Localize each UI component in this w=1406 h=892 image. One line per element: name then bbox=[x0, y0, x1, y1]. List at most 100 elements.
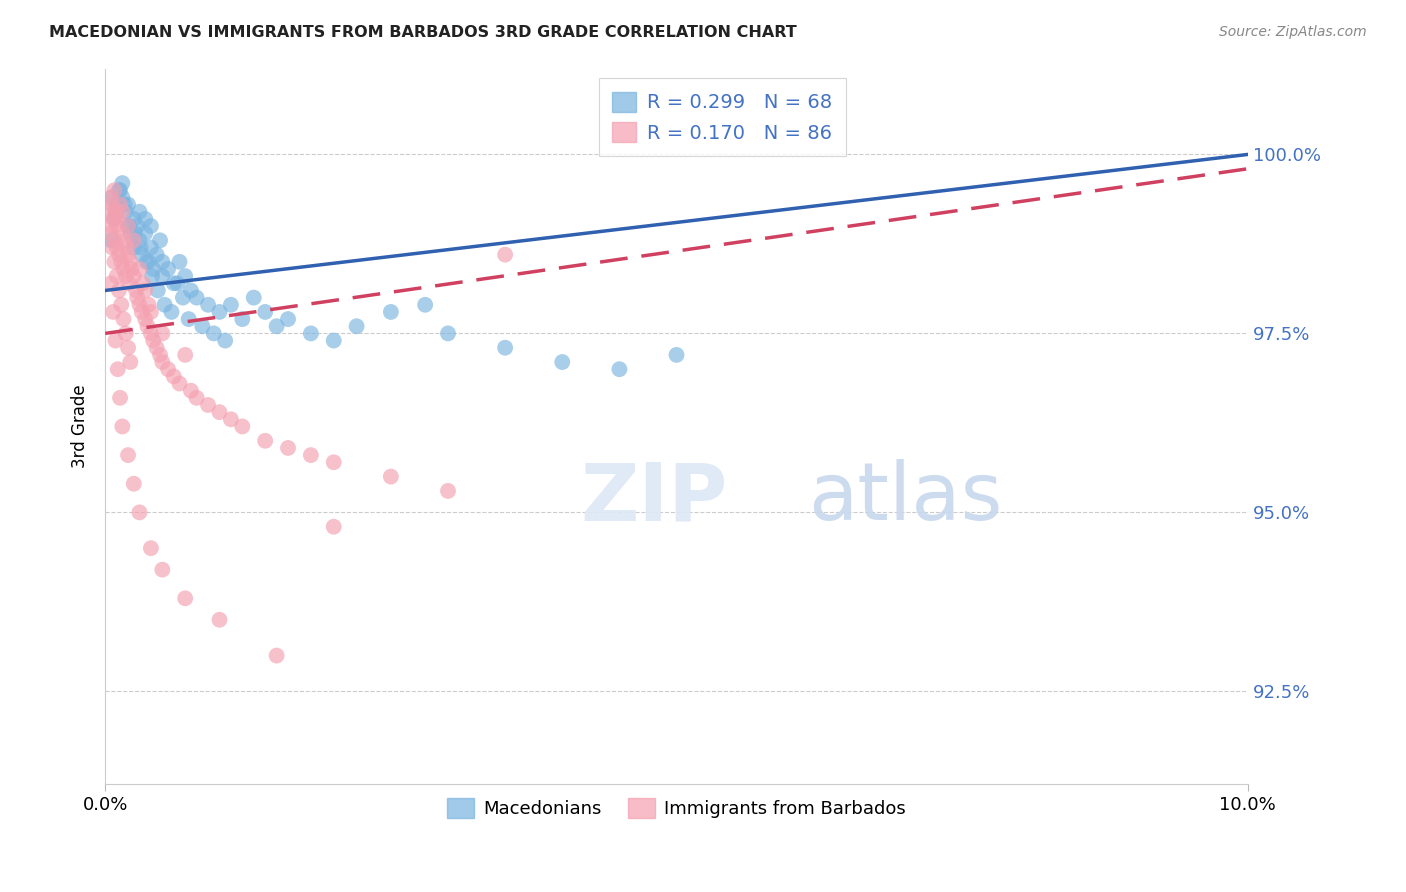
Point bbox=[138, 255, 160, 269]
Point bbox=[128, 233, 150, 247]
Text: Source: ZipAtlas.com: Source: ZipAtlas.com bbox=[1219, 25, 1367, 39]
Point bbox=[120, 355, 142, 369]
Point bbox=[122, 233, 145, 247]
Point bbox=[112, 312, 135, 326]
Point bbox=[101, 240, 124, 254]
Point bbox=[494, 247, 516, 261]
Point bbox=[110, 298, 132, 312]
Point bbox=[134, 226, 156, 240]
Point bbox=[111, 226, 134, 240]
Point bbox=[150, 326, 173, 341]
Point bbox=[117, 197, 139, 211]
Point bbox=[122, 211, 145, 226]
Point bbox=[103, 183, 125, 197]
Point bbox=[150, 563, 173, 577]
Point bbox=[105, 197, 128, 211]
Point bbox=[197, 298, 219, 312]
Point bbox=[124, 226, 146, 240]
Point bbox=[100, 233, 122, 247]
Point bbox=[150, 355, 173, 369]
Point bbox=[117, 219, 139, 233]
Point bbox=[180, 384, 202, 398]
Point bbox=[160, 305, 183, 319]
Point bbox=[129, 240, 152, 254]
Point bbox=[120, 226, 142, 240]
Point bbox=[121, 262, 143, 277]
Point bbox=[299, 448, 322, 462]
Point bbox=[208, 613, 231, 627]
Point bbox=[135, 255, 157, 269]
Point bbox=[103, 305, 125, 319]
Point bbox=[127, 291, 149, 305]
Point bbox=[112, 262, 135, 277]
Point bbox=[139, 305, 162, 319]
Point bbox=[108, 183, 131, 197]
Point bbox=[98, 219, 121, 233]
Point bbox=[186, 291, 208, 305]
Point bbox=[117, 341, 139, 355]
Point bbox=[127, 219, 149, 233]
Point bbox=[157, 262, 180, 277]
Point bbox=[169, 255, 191, 269]
Point bbox=[219, 298, 242, 312]
Point bbox=[103, 255, 125, 269]
Point bbox=[665, 348, 688, 362]
Point bbox=[322, 519, 344, 533]
Point bbox=[145, 341, 167, 355]
Point bbox=[118, 277, 141, 291]
Point bbox=[114, 269, 136, 284]
Point bbox=[172, 291, 194, 305]
Point bbox=[139, 326, 162, 341]
Point bbox=[142, 334, 165, 348]
Point bbox=[107, 362, 129, 376]
Point bbox=[146, 284, 169, 298]
Point bbox=[139, 240, 162, 254]
Point bbox=[122, 269, 145, 284]
Point bbox=[117, 219, 139, 233]
Point bbox=[208, 305, 231, 319]
Point bbox=[134, 312, 156, 326]
Point bbox=[150, 255, 173, 269]
Point bbox=[108, 391, 131, 405]
Text: MACEDONIAN VS IMMIGRANTS FROM BARBADOS 3RD GRADE CORRELATION CHART: MACEDONIAN VS IMMIGRANTS FROM BARBADOS 3… bbox=[49, 25, 797, 40]
Point bbox=[266, 648, 288, 663]
Point bbox=[114, 233, 136, 247]
Point bbox=[139, 541, 162, 556]
Point bbox=[108, 197, 131, 211]
Point bbox=[104, 204, 127, 219]
Point bbox=[322, 455, 344, 469]
Point bbox=[103, 211, 125, 226]
Point bbox=[202, 326, 225, 341]
Point bbox=[299, 326, 322, 341]
Point bbox=[122, 476, 145, 491]
Point bbox=[128, 262, 150, 277]
Point bbox=[111, 190, 134, 204]
Point bbox=[104, 204, 127, 219]
Point bbox=[122, 240, 145, 254]
Point bbox=[163, 277, 186, 291]
Point bbox=[208, 405, 231, 419]
Point bbox=[97, 204, 120, 219]
Point bbox=[108, 284, 131, 298]
Point bbox=[101, 197, 124, 211]
Point bbox=[125, 284, 148, 298]
Point bbox=[128, 505, 150, 519]
Point bbox=[346, 319, 368, 334]
Point bbox=[380, 305, 402, 319]
Point bbox=[231, 312, 253, 326]
Point bbox=[105, 269, 128, 284]
Point bbox=[115, 240, 138, 254]
Point bbox=[132, 277, 155, 291]
Point bbox=[153, 298, 176, 312]
Point bbox=[494, 341, 516, 355]
Point bbox=[242, 291, 264, 305]
Point bbox=[139, 219, 162, 233]
Point bbox=[128, 298, 150, 312]
Point bbox=[277, 312, 299, 326]
Point bbox=[100, 190, 122, 204]
Point bbox=[149, 348, 172, 362]
Text: ZIP: ZIP bbox=[581, 459, 727, 537]
Point bbox=[136, 319, 159, 334]
Point bbox=[174, 269, 197, 284]
Point bbox=[157, 362, 180, 376]
